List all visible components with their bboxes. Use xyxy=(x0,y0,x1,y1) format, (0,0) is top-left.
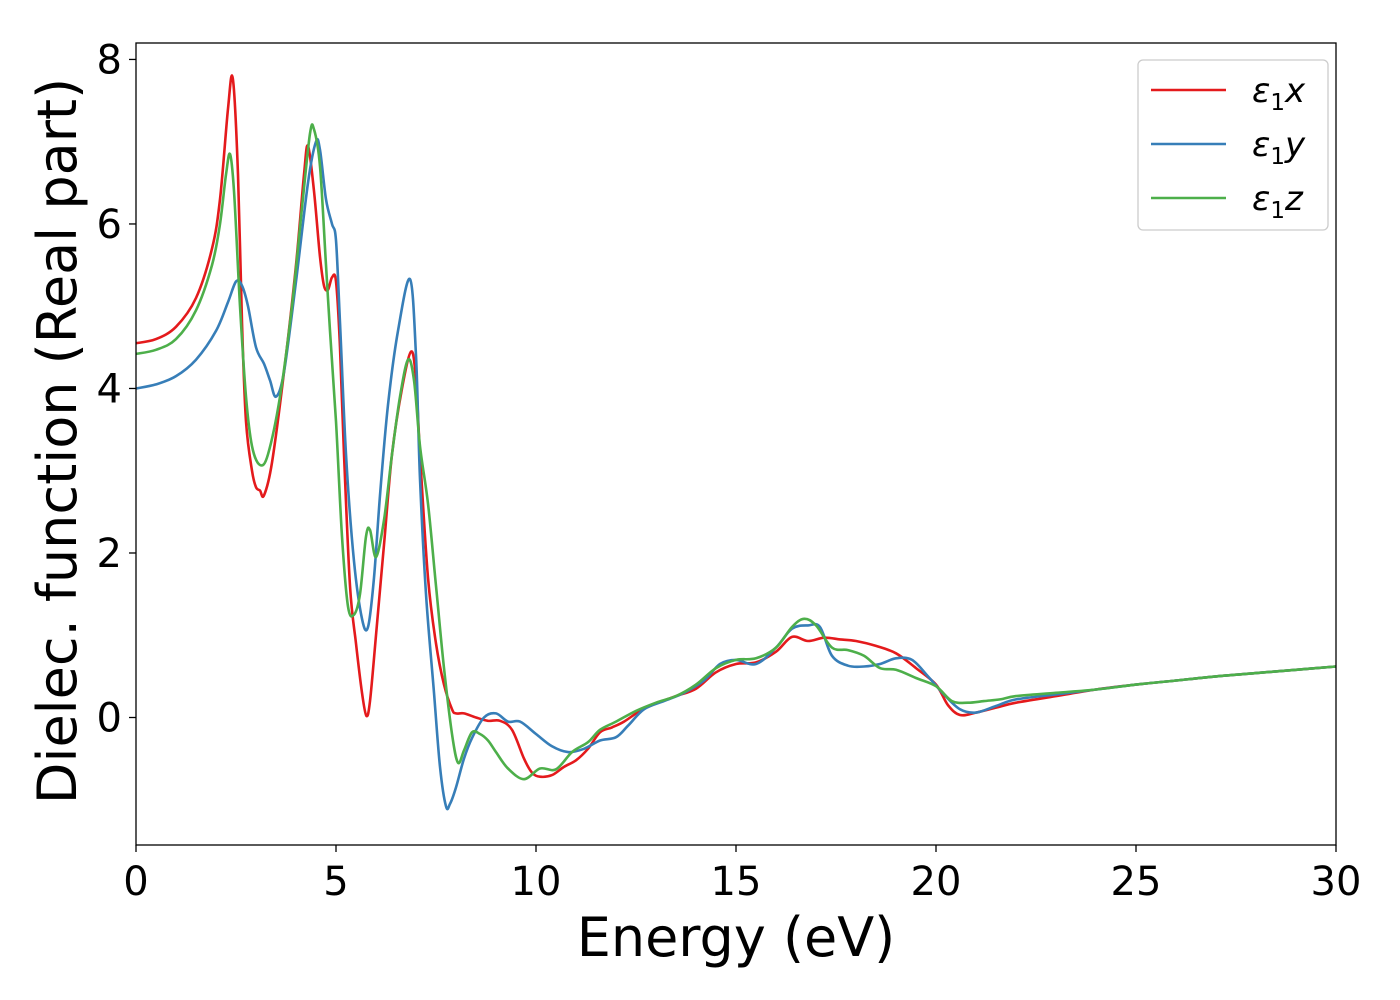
legend-label-eps1z: ε1z xyxy=(1252,179,1304,224)
x-tick-label: 30 xyxy=(1311,859,1362,905)
series-line-eps1y xyxy=(136,138,1336,811)
x-axis-label: Energy (eV) xyxy=(577,906,896,969)
y-tick-label: 8 xyxy=(97,37,122,83)
x-axis-ticks: 0 5 10 15 20 25 30 xyxy=(123,845,1361,905)
x-tick-label: 0 xyxy=(123,859,148,905)
y-tick-label: 6 xyxy=(97,202,122,248)
y-axis-label: Dielec. function (Real part) xyxy=(26,78,89,804)
legend: ε1x ε1y ε1z xyxy=(1137,59,1329,231)
y-axis-ticks: 0 2 4 6 8 xyxy=(97,37,136,742)
legend-label-eps1y: ε1y xyxy=(1252,125,1306,170)
x-tick-label: 10 xyxy=(511,859,562,905)
x-tick-label: 25 xyxy=(1111,859,1162,905)
series-line-eps1z xyxy=(136,123,1336,781)
y-tick-label: 2 xyxy=(97,531,122,577)
x-tick-label: 15 xyxy=(711,859,762,905)
legend-box xyxy=(1137,59,1329,231)
x-tick-label: 20 xyxy=(911,859,962,905)
y-tick-label: 0 xyxy=(97,696,122,742)
x-tick-label: 5 xyxy=(323,859,348,905)
series-lines xyxy=(136,74,1336,811)
legend-label-eps1x: ε1x xyxy=(1252,71,1306,116)
y-tick-label: 4 xyxy=(97,366,122,412)
